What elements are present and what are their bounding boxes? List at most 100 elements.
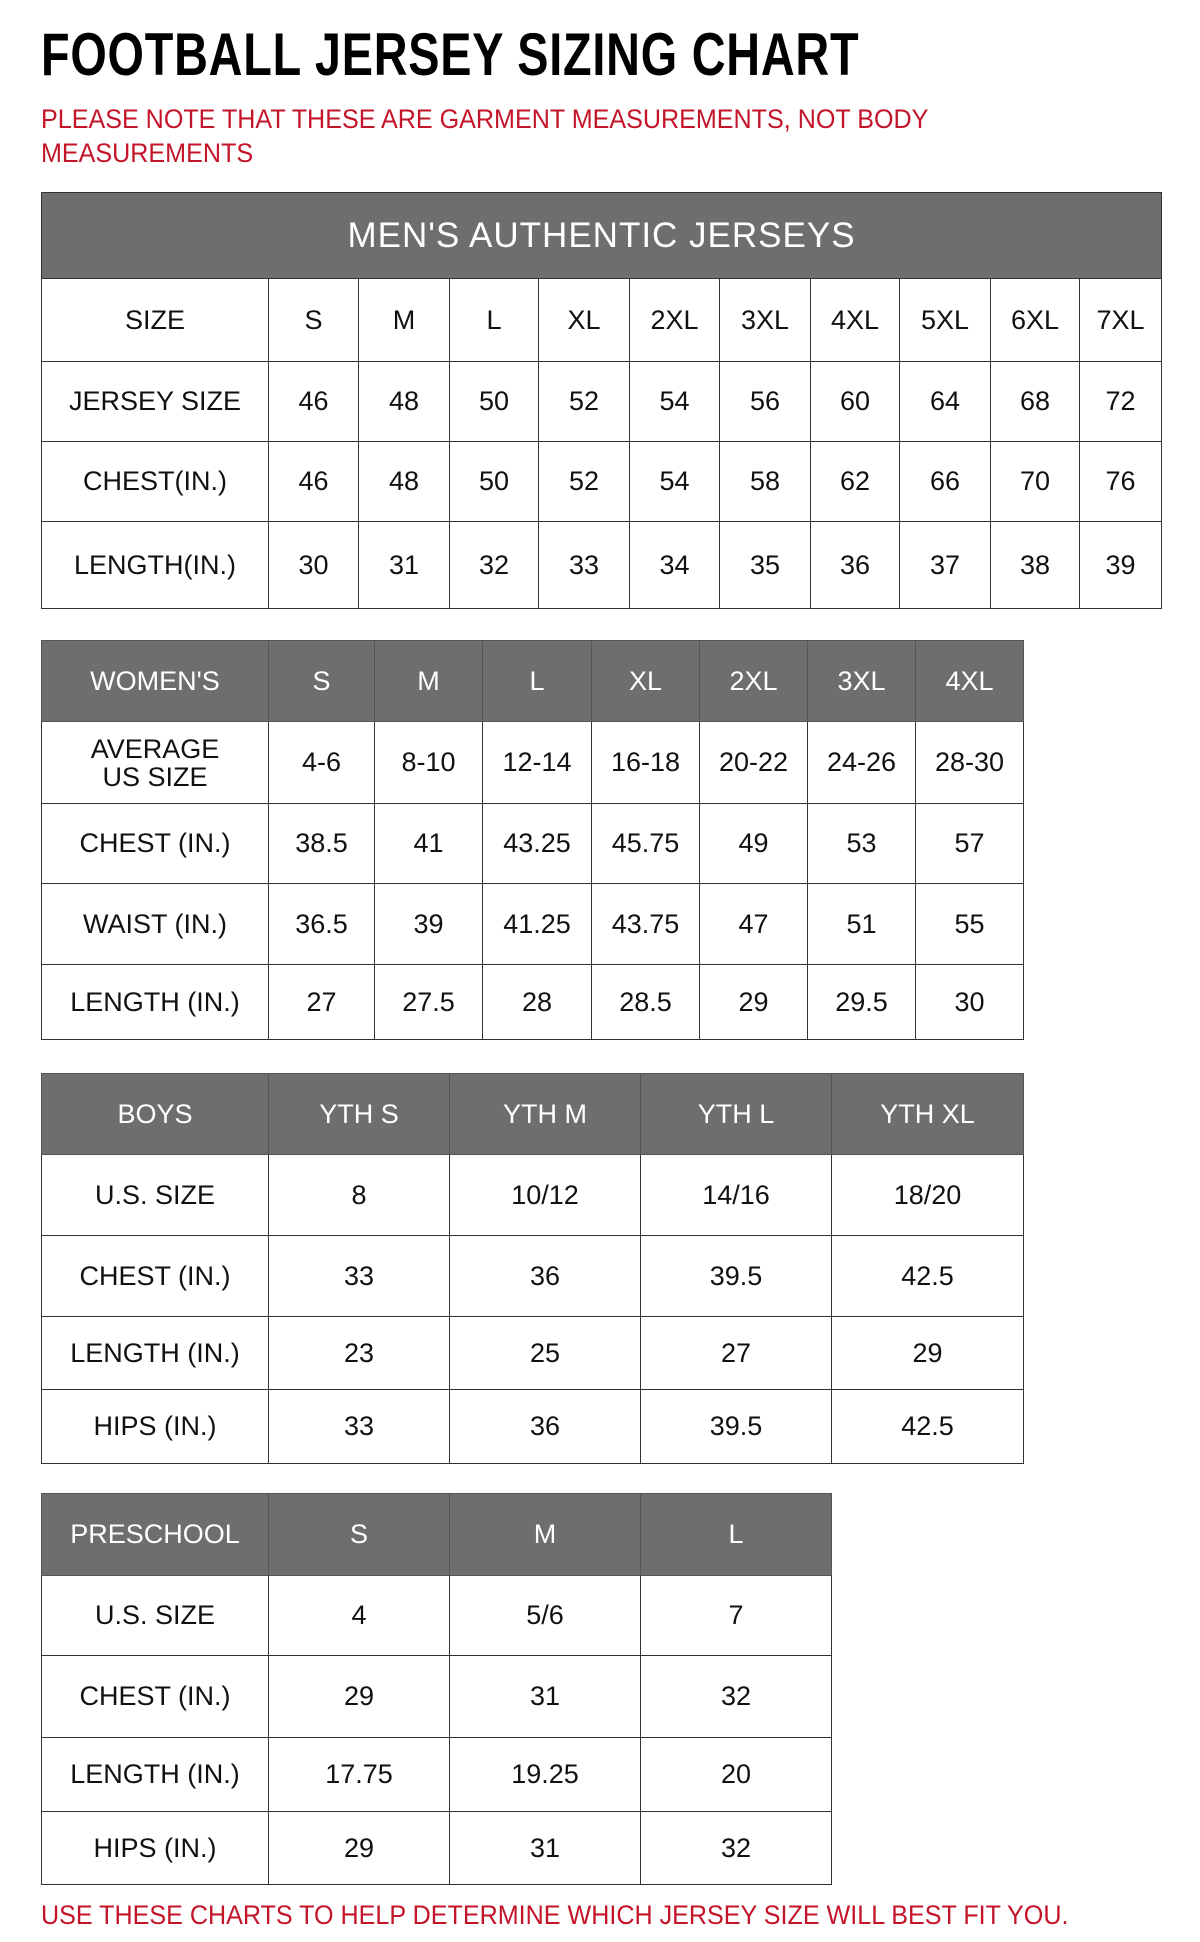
table-row: LENGTH (IN.) 17.75 19.25 20: [41, 1737, 832, 1812]
footer-note: USE THESE CHARTS TO HELP DETERMINE WHICH…: [41, 1900, 1069, 1930]
table-row: LENGTH(IN.) 30 31 32 33 34 35 36 37 38 39: [41, 521, 1163, 609]
table-cell: 47: [699, 883, 808, 965]
table-cell: 39: [1078, 521, 1163, 609]
table-cell: 24-26: [807, 721, 916, 804]
table-cell: 27: [268, 964, 375, 1040]
table-cell: 35: [719, 521, 811, 609]
table-cell: 25: [449, 1316, 641, 1390]
row-label: U.S. SIZE: [41, 1575, 269, 1656]
column-header: XL: [591, 640, 700, 722]
table-row: HIPS (IN.) 29 31 32: [41, 1811, 832, 1885]
table-cell: 76: [1078, 441, 1163, 522]
table-cell: 29.5: [807, 964, 916, 1040]
table-cell: 39: [374, 883, 483, 965]
table-cell: 5/6: [449, 1575, 641, 1656]
table-cell: 10/12: [449, 1154, 641, 1236]
table-cell: 20: [640, 1737, 832, 1812]
table-cell: 30: [268, 521, 359, 609]
table-cell: 70: [990, 441, 1080, 522]
table-row: AVERAGE US SIZE 4-6 8-10 12-14 16-18 20-22 24-…: [41, 721, 1024, 804]
table-cell: 48: [358, 361, 450, 442]
table-cell: 54: [629, 361, 720, 442]
column-header: S: [268, 640, 375, 722]
column-header: YTH XL: [831, 1073, 1024, 1155]
table-cell: 38.5: [268, 803, 375, 884]
table-cell: 17.75: [268, 1737, 450, 1812]
table-cell: 36: [449, 1235, 641, 1317]
table-cell: 30: [915, 964, 1024, 1040]
table-cell: 43.25: [482, 803, 592, 884]
table-cell: 28-30: [915, 721, 1024, 804]
garment-note: PLEASE NOTE THAT THESE ARE GARMENT MEASU…: [41, 104, 928, 168]
table-cell: M: [358, 278, 450, 362]
table-row: CHEST(IN.) 46 48 50 52 54 58 62 66 70 76: [41, 441, 1163, 522]
table-cell: 27.5: [374, 964, 483, 1040]
table-cell: 52: [538, 361, 630, 442]
header-row: WOMEN'S S M L XL 2XL 3XL 4XL: [41, 640, 1024, 722]
table-cell: 51: [807, 883, 916, 965]
table-cell: 66: [899, 441, 991, 522]
table-row: LENGTH (IN.) 27 27.5 28 28.5 29 29.5 30: [41, 964, 1024, 1040]
column-header: YTH M: [449, 1073, 641, 1155]
mens-authentic-table: MEN'S AUTHENTIC JERSEYS SIZE S M L XL 2XL 3XL 4X…: [40, 192, 1163, 609]
table-cell: 2XL: [629, 278, 720, 362]
table-cell: 54: [629, 441, 720, 522]
table-cell: 28.5: [591, 964, 700, 1040]
table-row: U.S. SIZE 4 5/6 7: [41, 1575, 832, 1656]
table-cell: 72: [1078, 361, 1163, 442]
table-cell: 64: [899, 361, 991, 442]
category-header: PRESCHOOL: [41, 1493, 269, 1576]
table-cell: 20-22: [699, 721, 808, 804]
table-cell: 57: [915, 803, 1024, 884]
row-label: HIPS (IN.): [41, 1389, 269, 1464]
column-header: 3XL: [807, 640, 916, 722]
header-row: BOYS YTH S YTH M YTH L YTH XL: [41, 1073, 1024, 1155]
table-cell: 18/20: [831, 1154, 1024, 1236]
table-cell: 33: [268, 1389, 450, 1464]
table-cell: 46: [268, 441, 359, 522]
table-row: JERSEY SIZE 46 48 50 52 54 56 60 64 68 72: [41, 361, 1163, 442]
table-row: LENGTH (IN.) 23 25 27 29: [41, 1316, 1024, 1390]
table-cell: 12-14: [482, 721, 592, 804]
table-cell: 16-18: [591, 721, 700, 804]
row-label: AVERAGE US SIZE: [41, 721, 269, 804]
table-cell: 31: [449, 1811, 641, 1885]
table-cell: 50: [449, 361, 539, 442]
table-cell: 41: [374, 803, 483, 884]
row-label: CHEST (IN.): [41, 1235, 269, 1317]
column-header: L: [482, 640, 592, 722]
row-label: LENGTH (IN.): [41, 964, 269, 1040]
table-cell: 29: [831, 1316, 1024, 1390]
table-row: HIPS (IN.) 33 36 39.5 42.5: [41, 1389, 1024, 1464]
row-label: JERSEY SIZE: [41, 361, 269, 442]
column-header: L: [640, 1493, 832, 1576]
table-cell: 43.75: [591, 883, 700, 965]
table-cell: 28: [482, 964, 592, 1040]
table-cell: 29: [699, 964, 808, 1040]
row-label: CHEST(IN.): [41, 441, 269, 522]
table-cell: 32: [640, 1655, 832, 1738]
table-cell: 68: [990, 361, 1080, 442]
row-label: CHEST (IN.): [41, 1655, 269, 1738]
table-row: CHEST (IN.) 38.5 41 43.25 45.75 49 53 57: [41, 803, 1024, 884]
table-cell: 58: [719, 441, 811, 522]
table-cell: 32: [640, 1811, 832, 1885]
table-cell: 36: [449, 1389, 641, 1464]
table-cell: 49: [699, 803, 808, 884]
table-cell: 7XL: [1078, 278, 1163, 362]
table-cell: S: [268, 278, 359, 362]
header-row: PRESCHOOL S M L: [41, 1493, 832, 1576]
table-cell: 38: [990, 521, 1080, 609]
column-header: 4XL: [915, 640, 1024, 722]
table-cell: 3XL: [719, 278, 811, 362]
table-cell: 60: [810, 361, 900, 442]
category-header: WOMEN'S: [41, 640, 269, 722]
column-header: S: [268, 1493, 450, 1576]
table-title: MEN'S AUTHENTIC JERSEYS: [40, 192, 1163, 279]
table-cell: 36: [810, 521, 900, 609]
table-cell: 4XL: [810, 278, 900, 362]
table-cell: 39.5: [640, 1235, 832, 1317]
row-label: U.S. SIZE: [41, 1154, 269, 1236]
table-cell: 36.5: [268, 883, 375, 965]
table-cell: 62: [810, 441, 900, 522]
